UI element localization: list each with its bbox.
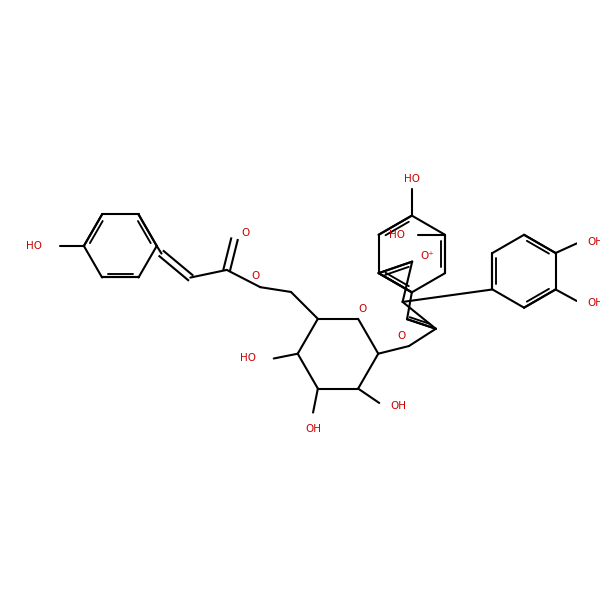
Text: O: O [242, 229, 250, 238]
Text: O: O [359, 304, 367, 314]
Text: OH: OH [305, 424, 321, 434]
Text: O: O [251, 271, 260, 281]
Text: HO: HO [240, 353, 256, 364]
Text: HO: HO [26, 241, 42, 251]
Text: HO: HO [404, 174, 420, 184]
Text: O⁺: O⁺ [421, 251, 434, 261]
Text: OH: OH [588, 298, 600, 308]
Text: OH: OH [588, 236, 600, 247]
Text: OH: OH [391, 401, 406, 411]
Text: HO: HO [389, 230, 405, 240]
Text: O: O [397, 331, 406, 341]
